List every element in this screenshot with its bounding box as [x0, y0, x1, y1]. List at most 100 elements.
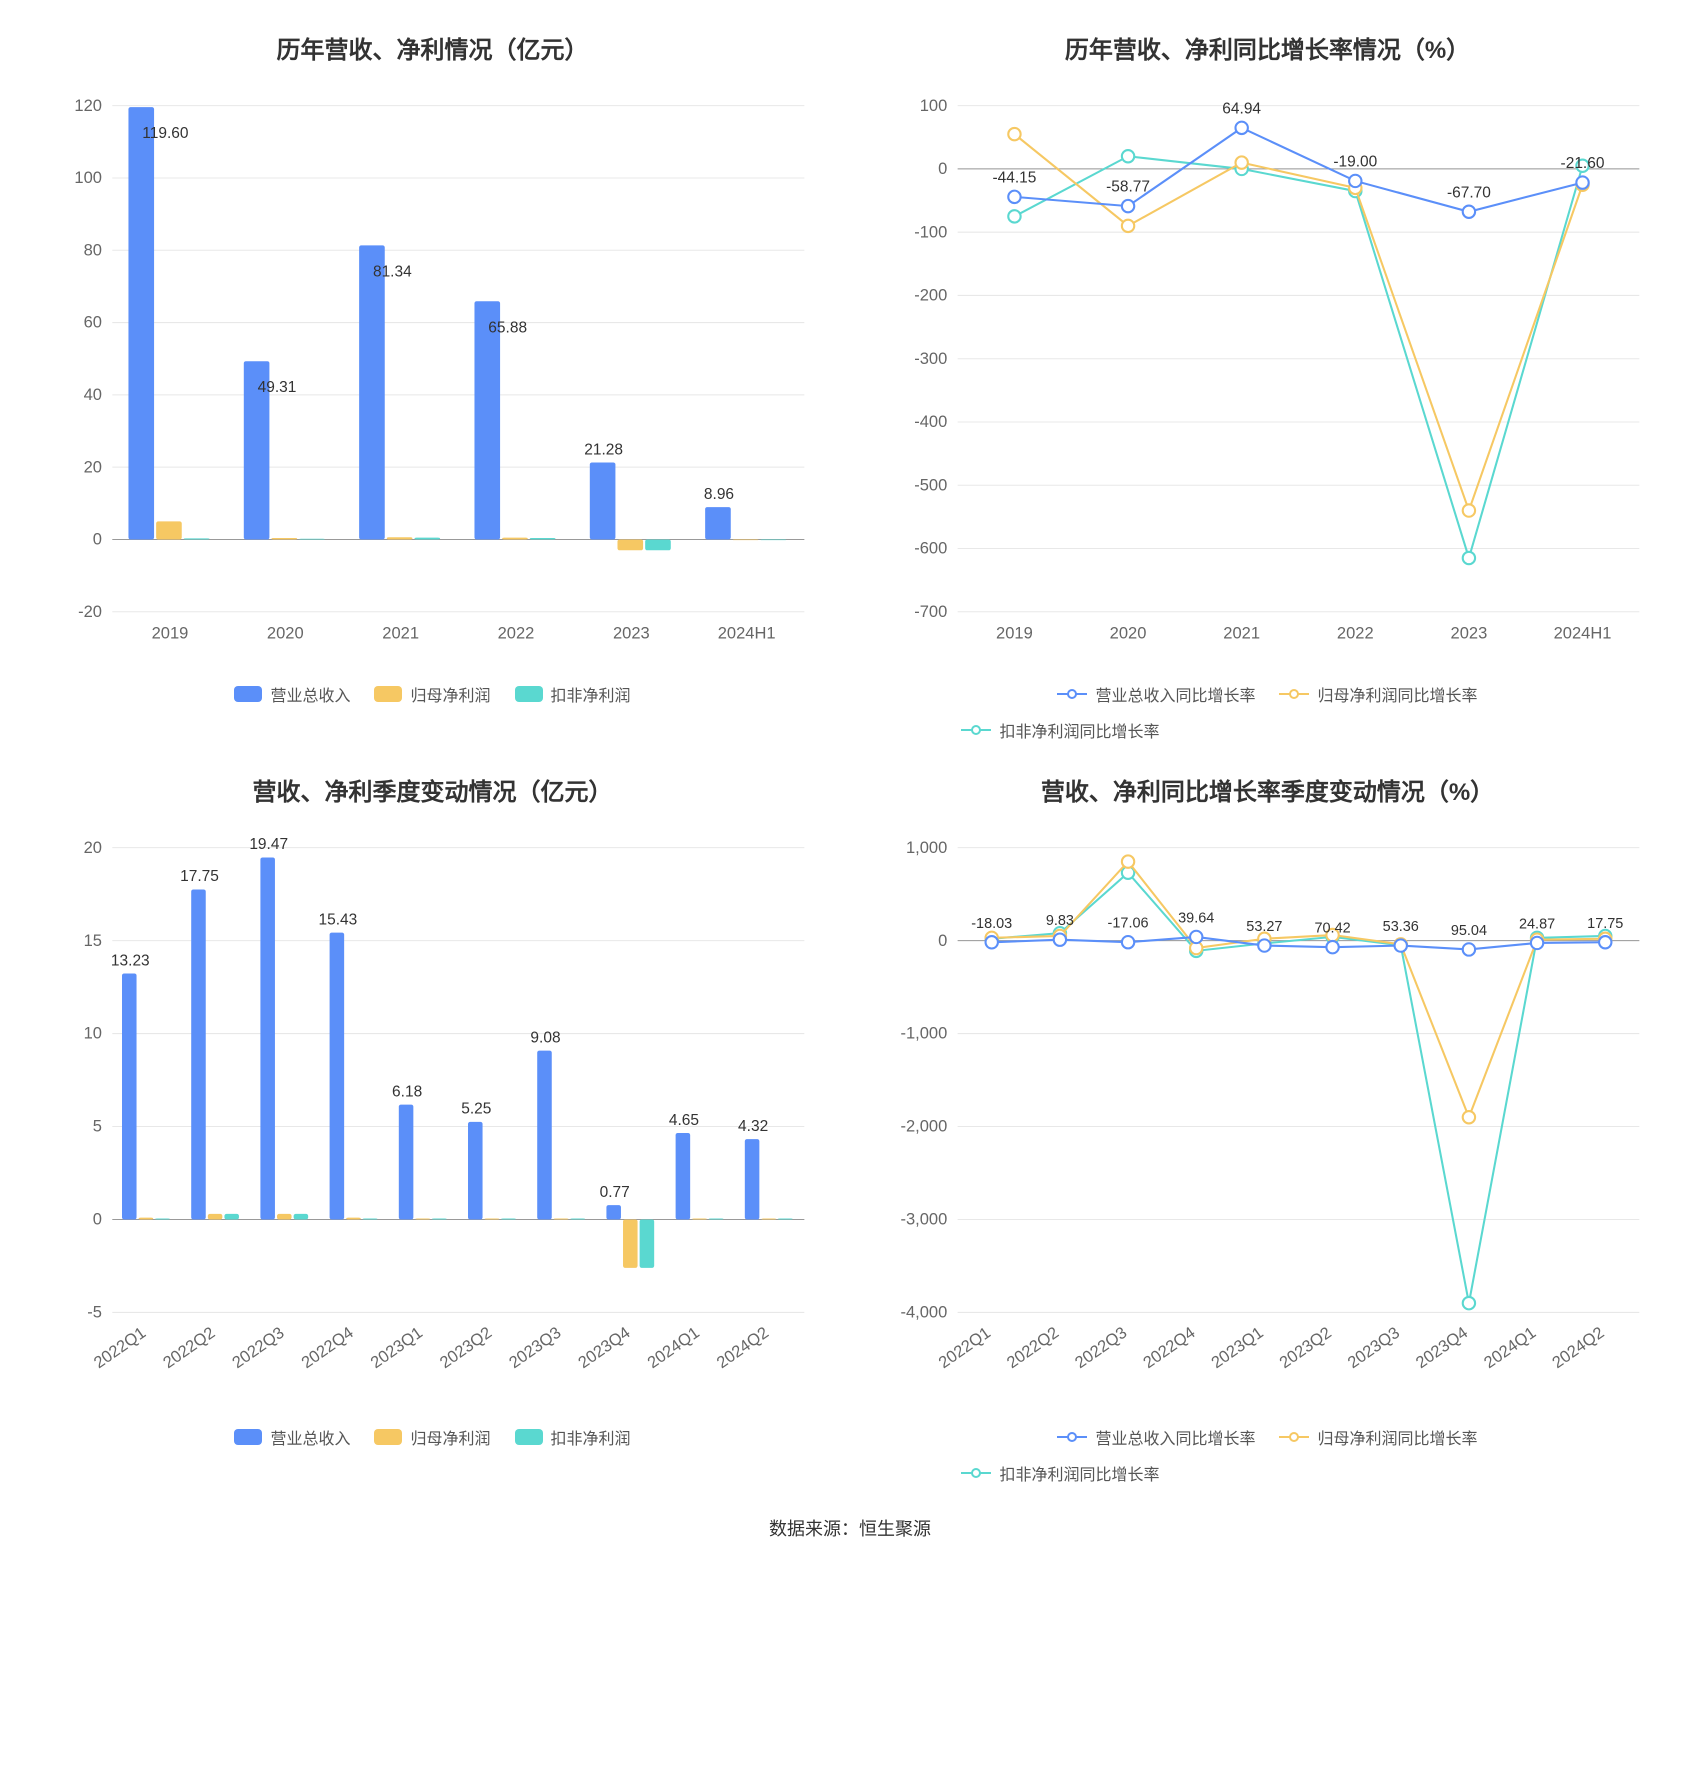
svg-text:17.75: 17.75	[180, 869, 219, 886]
svg-text:-21.60: -21.60	[1561, 155, 1605, 172]
panel-annual-revenue: 历年营收、净利情况（亿元） -200204060801001202019119.…	[40, 30, 825, 742]
chart1-title: 历年营收、净利情况（亿元）	[277, 30, 589, 65]
svg-text:2023Q3: 2023Q3	[1344, 1323, 1403, 1372]
svg-text:21.28: 21.28	[584, 441, 623, 458]
svg-text:6.18: 6.18	[392, 1084, 422, 1101]
svg-text:2023Q2: 2023Q2	[436, 1323, 495, 1372]
svg-text:-600: -600	[914, 539, 947, 558]
legend-item: 归母净利润	[374, 682, 490, 706]
svg-text:-4,000: -4,000	[900, 1303, 947, 1322]
svg-text:2022: 2022	[1337, 624, 1374, 643]
svg-text:2020: 2020	[267, 624, 304, 643]
svg-text:2023Q1: 2023Q1	[1208, 1323, 1267, 1372]
svg-text:-700: -700	[914, 602, 947, 621]
svg-text:8.96: 8.96	[704, 486, 734, 503]
svg-text:81.34: 81.34	[373, 263, 412, 280]
svg-text:-44.15: -44.15	[992, 169, 1036, 186]
svg-text:2023: 2023	[1451, 624, 1488, 643]
svg-text:39.64: 39.64	[1178, 911, 1214, 927]
svg-text:-300: -300	[914, 349, 947, 368]
chart2-legend: 营业总收入同比增长率归母净利润同比增长率扣非净利润同比增长率	[931, 682, 1603, 742]
panel-quarterly-revenue: 营收、净利季度变动情况（亿元） -5051015202022Q113.23202…	[40, 772, 825, 1484]
svg-text:4.32: 4.32	[738, 1118, 768, 1135]
svg-text:24.87: 24.87	[1519, 917, 1555, 933]
legend-item: 营业总收入	[234, 1425, 350, 1449]
svg-text:-18.03: -18.03	[971, 916, 1012, 932]
svg-text:2023Q3: 2023Q3	[505, 1323, 564, 1372]
svg-text:53.36: 53.36	[1383, 920, 1419, 936]
svg-text:2020: 2020	[1110, 624, 1147, 643]
svg-text:0: 0	[93, 1210, 102, 1229]
legend-item: 扣非净利润	[515, 682, 631, 706]
svg-text:0.77: 0.77	[600, 1184, 630, 1201]
svg-text:-5: -5	[87, 1303, 102, 1322]
svg-text:9.08: 9.08	[530, 1030, 560, 1047]
svg-text:13.23: 13.23	[111, 953, 150, 970]
chart3-legend: 营业总收入归母净利润 扣非净利润	[234, 1425, 630, 1449]
svg-text:2022Q1: 2022Q1	[90, 1323, 149, 1372]
svg-text:0: 0	[938, 159, 947, 178]
svg-text:2023Q1: 2023Q1	[367, 1323, 426, 1372]
svg-text:9.83: 9.83	[1046, 914, 1074, 930]
chart2-title: 历年营收、净利同比增长率情况（%）	[1065, 30, 1470, 65]
svg-text:95.04: 95.04	[1451, 923, 1487, 939]
svg-text:49.31: 49.31	[258, 379, 297, 396]
legend-item: 归母净利润同比增长率	[1279, 1425, 1477, 1449]
svg-text:2022: 2022	[498, 624, 535, 643]
chart3-title: 营收、净利季度变动情况（亿元）	[253, 772, 613, 807]
legend-item: 归母净利润	[374, 1425, 490, 1449]
svg-text:4.65: 4.65	[669, 1112, 699, 1129]
svg-text:20: 20	[84, 838, 102, 857]
legend-item: 扣非净利润	[515, 1425, 631, 1449]
svg-text:2021: 2021	[382, 624, 419, 643]
svg-text:120: 120	[74, 96, 102, 115]
svg-text:53.27: 53.27	[1246, 920, 1282, 936]
svg-text:2022Q2: 2022Q2	[159, 1323, 218, 1372]
svg-text:-17.06: -17.06	[1108, 916, 1149, 932]
legend-item: 扣非净利润同比增长率	[961, 1461, 1159, 1485]
svg-text:64.94: 64.94	[1222, 100, 1261, 117]
legend-item: 归母净利润同比增长率	[1279, 682, 1477, 706]
chart2-plot: -700 -600 -500 -400 -300 -200 -100 0 100 2019 2020…	[875, 85, 1660, 668]
svg-text:-3,000: -3,000	[900, 1210, 947, 1229]
svg-text:60: 60	[84, 313, 102, 332]
svg-text:2021: 2021	[1223, 624, 1260, 643]
svg-text:2019: 2019	[996, 624, 1033, 643]
svg-text:2023: 2023	[613, 624, 650, 643]
svg-text:-500: -500	[914, 475, 947, 494]
svg-text:-1,000: -1,000	[900, 1024, 947, 1043]
chart4-plot: -4,000-3,000-2,000-1,00001,0002022Q12022…	[875, 827, 1660, 1410]
svg-text:5.25: 5.25	[461, 1101, 491, 1118]
svg-text:2022Q3: 2022Q3	[1071, 1323, 1130, 1372]
svg-text:-20: -20	[78, 602, 102, 621]
svg-text:2024Q2: 2024Q2	[1548, 1323, 1607, 1372]
svg-text:2024Q1: 2024Q1	[644, 1323, 703, 1372]
svg-text:-400: -400	[914, 412, 947, 431]
svg-text:19.47: 19.47	[249, 837, 288, 854]
legend-item: 营业总收入同比增长率	[1057, 682, 1255, 706]
svg-text:1,000: 1,000	[906, 838, 947, 857]
svg-text:17.75: 17.75	[1587, 916, 1623, 932]
svg-text:100: 100	[920, 96, 948, 115]
svg-text:2022Q4: 2022Q4	[298, 1323, 357, 1372]
svg-text:0: 0	[938, 931, 947, 950]
chart1-legend: 营业总收入归母净利润扣非净利润	[234, 682, 630, 706]
svg-text:2024Q1: 2024Q1	[1480, 1323, 1539, 1372]
chart3-plot: -5051015202022Q113.232022Q217.752022Q319…	[40, 827, 825, 1410]
svg-text:-100: -100	[914, 222, 947, 241]
chart4-title: 营收、净利同比增长率季度变动情况（%）	[1041, 772, 1494, 807]
panel-annual-growth: 历年营收、净利同比增长率情况（%） -700 -600 -500 -400 -300 -2…	[875, 30, 1660, 742]
svg-text:119.60: 119.60	[142, 125, 188, 142]
svg-text:-2,000: -2,000	[900, 1117, 947, 1136]
legend-item: 营业总收入同比增长率	[1057, 1425, 1255, 1449]
svg-text:-200: -200	[914, 286, 947, 305]
svg-text:-19.00: -19.00	[1333, 153, 1377, 170]
data-source-footer: 数据来源：恒生聚源	[40, 1515, 1660, 1541]
svg-text:15.43: 15.43	[319, 912, 358, 929]
chart1-plot: -200204060801001202019119.60202049.31202…	[40, 85, 825, 668]
svg-text:2022Q2: 2022Q2	[1003, 1323, 1062, 1372]
svg-text:2019: 2019	[152, 624, 189, 643]
charts-grid: 历年营收、净利情况（亿元） -200204060801001202019119.…	[40, 30, 1660, 1485]
svg-text:-58.77: -58.77	[1106, 179, 1150, 196]
svg-text:2022Q3: 2022Q3	[229, 1323, 288, 1372]
